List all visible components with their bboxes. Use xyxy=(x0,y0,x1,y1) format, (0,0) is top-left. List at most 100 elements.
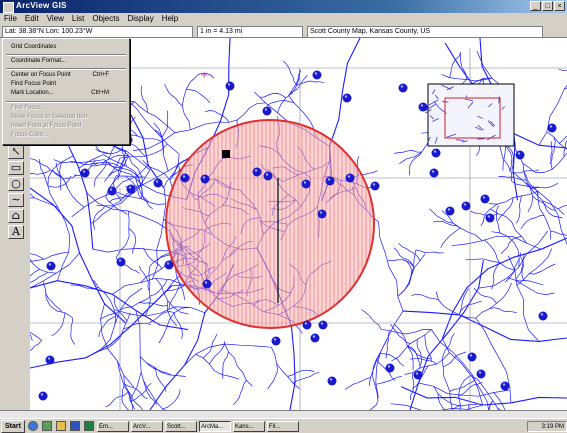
river-segment xyxy=(30,340,43,351)
river-segment xyxy=(52,169,77,179)
taskbar-item[interactable]: Scott... xyxy=(164,420,197,432)
well-marker-icon xyxy=(202,279,212,289)
horizontal-scrollbar[interactable] xyxy=(0,410,567,419)
well-marker-icon xyxy=(327,376,337,386)
window-title: ArcView GIS xyxy=(16,1,67,10)
taskbar-item[interactable]: Em... xyxy=(96,420,129,432)
river-segment xyxy=(288,74,308,96)
menu-item-insert-point[interactable]: Insert Point at Focus Point xyxy=(11,123,82,129)
menu-view[interactable]: View xyxy=(46,14,64,23)
river-segment xyxy=(204,110,230,123)
quicklaunch-ie-icon[interactable] xyxy=(27,421,38,431)
well-marker-icon xyxy=(301,179,311,189)
river-segment xyxy=(108,191,135,203)
river-segment xyxy=(94,163,122,168)
river-segment xyxy=(409,372,415,401)
river-segment xyxy=(139,356,186,377)
quicklaunch-outlook-icon[interactable] xyxy=(55,421,66,431)
river-segment xyxy=(475,317,512,403)
start-button[interactable]: Start xyxy=(1,419,25,433)
river-segment xyxy=(30,253,45,260)
line-tool[interactable]: ∼ xyxy=(8,193,24,207)
menu-list[interactable]: List xyxy=(71,14,85,23)
river-segment xyxy=(408,151,423,176)
focus-point-marker: + xyxy=(200,70,230,158)
menu-edit[interactable]: Edit xyxy=(24,14,39,23)
river-segment xyxy=(465,258,515,271)
minimize-button[interactable]: _ xyxy=(530,1,541,11)
river-segment xyxy=(516,195,522,224)
river-segment xyxy=(140,85,148,113)
menu-item-grid-coordinates[interactable]: Grid Coordinates xyxy=(11,44,57,50)
river-segment xyxy=(222,351,229,379)
river-segment xyxy=(30,169,51,175)
river-segment xyxy=(559,135,567,144)
quicklaunch-excel-icon[interactable] xyxy=(83,421,94,431)
menu-item-mark-location[interactable]: Mark Location... Ctrl+M xyxy=(11,90,109,96)
menu-item-move-focus[interactable]: Move Focus to Selected Item xyxy=(11,114,89,120)
well-marker-icon xyxy=(46,261,56,271)
quicklaunch-word-icon[interactable] xyxy=(69,421,80,431)
river-segment xyxy=(402,259,412,284)
well-marker-icon xyxy=(480,194,490,204)
river-segment xyxy=(511,169,540,174)
river-segment xyxy=(93,161,107,187)
river-segment xyxy=(437,393,445,410)
menu-file[interactable]: File xyxy=(4,14,17,23)
river-segment xyxy=(292,372,320,384)
well-marker-icon xyxy=(370,181,380,191)
river-segment xyxy=(473,287,497,304)
menu-item-coordinate-format[interactable]: Coordinate Format... xyxy=(11,58,67,64)
menu-display[interactable]: Display xyxy=(127,14,154,23)
taskbar-item[interactable]: Fil... xyxy=(266,420,299,432)
river-segment xyxy=(202,334,218,359)
river-segment xyxy=(135,178,150,203)
river-segment xyxy=(30,197,59,208)
system-tray-clock: 3:19 PM xyxy=(527,420,567,432)
taskbar-item[interactable]: Kans... xyxy=(232,420,265,432)
rectangle-tool[interactable]: ▭ xyxy=(8,161,24,175)
menu-item-center-on-focus[interactable]: Center on Focus Point Ctrl+F xyxy=(11,72,109,78)
taskbar-item[interactable]: ArcV... xyxy=(130,420,163,432)
quicklaunch-desktop-icon[interactable] xyxy=(41,421,52,431)
river-segment xyxy=(138,265,150,292)
menu-item-focus-color[interactable]: Focus Color... xyxy=(11,132,49,138)
well-marker-icon xyxy=(445,206,455,216)
river-segment xyxy=(55,162,68,189)
river-segment xyxy=(143,247,162,269)
river-segment xyxy=(397,249,417,297)
maximize-button[interactable]: □ xyxy=(542,1,553,11)
taskbar-item[interactable]: ArcMa... xyxy=(198,420,231,432)
buffer-outline xyxy=(165,119,375,329)
inset-frame xyxy=(427,83,515,147)
well-marker-icon xyxy=(547,123,557,133)
river-segment xyxy=(530,182,559,189)
menu-objects[interactable]: Objects xyxy=(92,14,120,23)
buffer-circle[interactable] xyxy=(165,119,375,329)
close-button[interactable]: × xyxy=(554,1,565,11)
river-segment xyxy=(117,175,146,178)
river-segment xyxy=(113,296,128,322)
river-segment xyxy=(288,70,302,96)
polygon-tool[interactable]: ⌂ xyxy=(8,209,24,223)
river-segment xyxy=(154,129,164,155)
river-segment xyxy=(233,380,247,406)
well-marker-icon xyxy=(431,148,441,158)
well-marker-icon xyxy=(225,81,235,91)
river-segment xyxy=(296,80,325,86)
overview-inset[interactable] xyxy=(424,83,515,147)
river-segment xyxy=(458,288,469,315)
well-marker-icon xyxy=(461,201,471,211)
river-segment xyxy=(415,249,444,254)
river-segment xyxy=(167,300,178,327)
text-tool[interactable]: A xyxy=(8,225,24,239)
river-segment xyxy=(132,121,221,151)
circle-tool[interactable]: ○ xyxy=(8,177,24,191)
river-segment xyxy=(70,317,76,345)
pointer-tool[interactable]: ↖ xyxy=(8,145,24,159)
menu-help[interactable]: Help xyxy=(161,14,179,23)
menu-item-find-focus-point[interactable]: Find Focus Point xyxy=(11,81,57,87)
well-marker-icon xyxy=(312,70,322,80)
menu-item-find-focus[interactable]: Find Focus... xyxy=(11,105,46,111)
river-segment xyxy=(460,52,467,80)
